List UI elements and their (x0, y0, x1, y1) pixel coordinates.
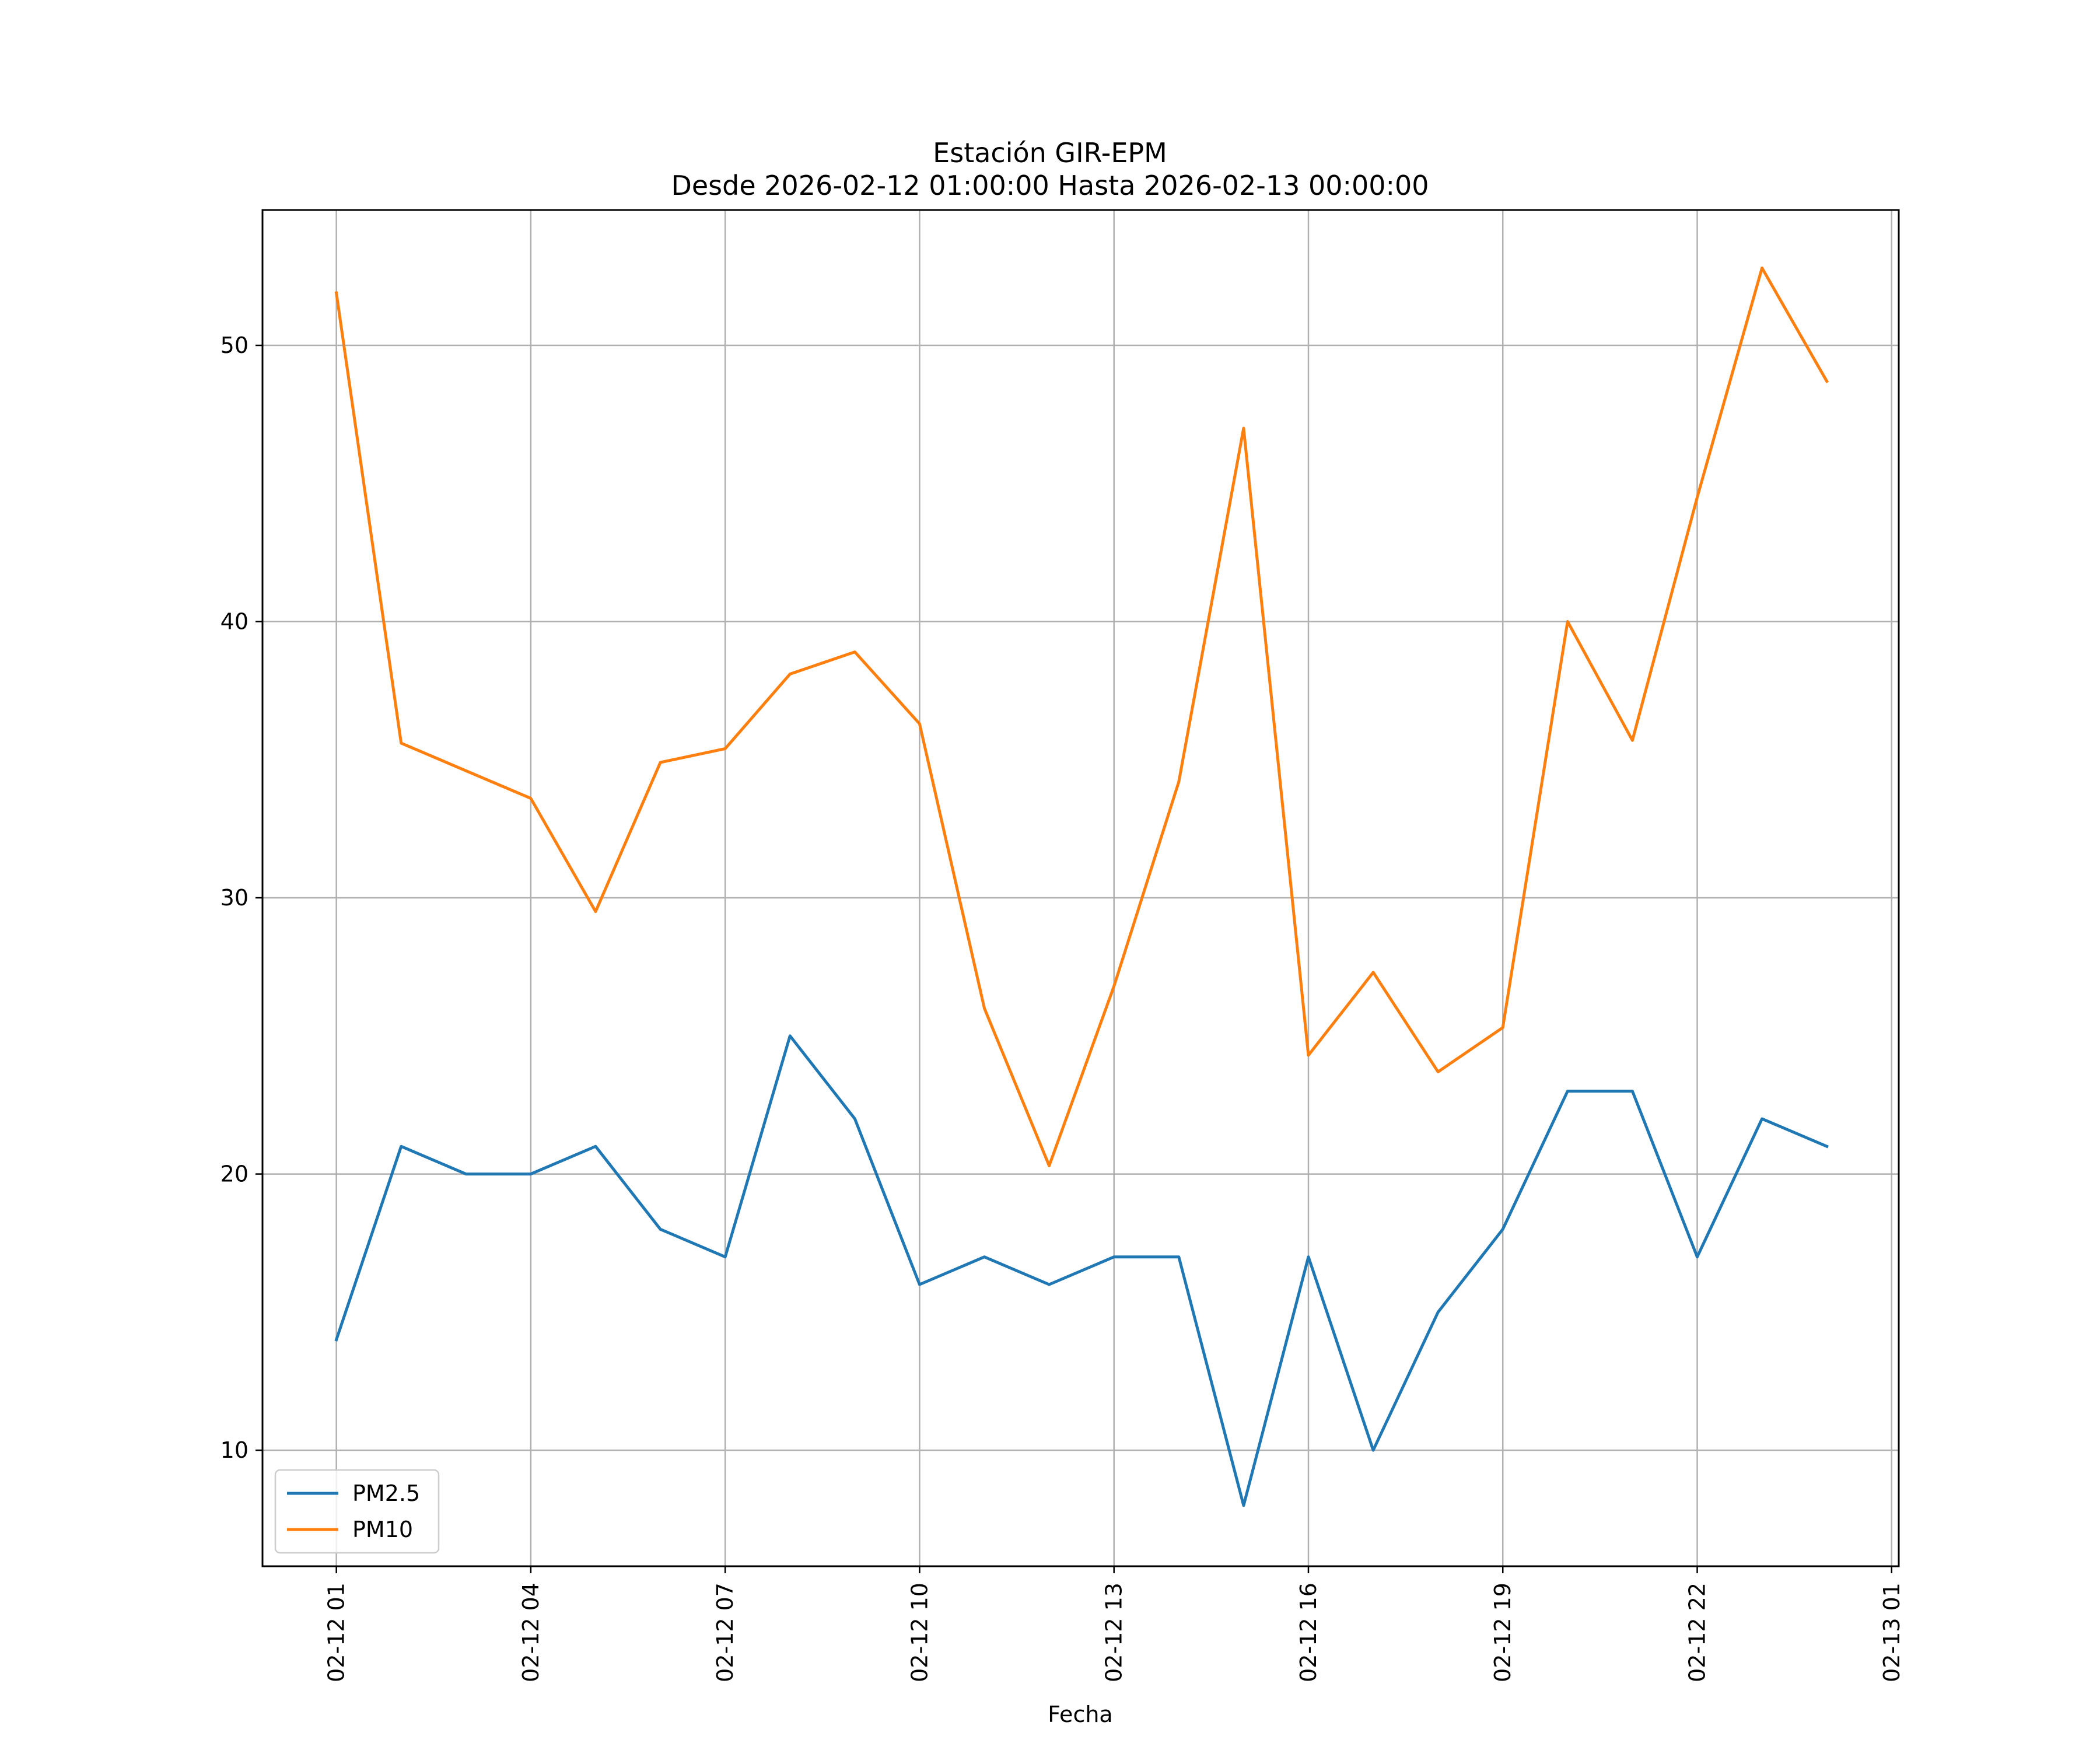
plot-frame (261, 209, 1900, 1567)
chart-subtitle: Desde 2026-02-12 01:00:00 Hasta 2026-02-… (671, 170, 1429, 201)
y-tick-label: 20 (220, 1161, 249, 1187)
legend-label-pm25: PM2.5 (352, 1480, 420, 1506)
legend-label-pm10: PM10 (352, 1517, 413, 1542)
y-tick-label: 50 (220, 332, 249, 358)
series-line-pm25 (334, 1034, 1829, 1507)
axis-ticks: 02-12 01 02-12 04 02-12 07 02-12 10 02-12 13… (220, 332, 1905, 1682)
x-axis-label: Fecha (1048, 1702, 1112, 1727)
y-tick-label: 10 (220, 1437, 249, 1463)
series-lines (334, 266, 1829, 1507)
x-tick-label: 02-12 16 (1296, 1583, 1321, 1682)
x-tick-label: 02-12 04 (518, 1583, 544, 1682)
x-tick-label: 02-12 13 (1101, 1583, 1127, 1682)
x-tick-label: 02-13 01 (1879, 1583, 1905, 1682)
x-tick-label: 02-12 10 (907, 1583, 932, 1682)
grid (262, 210, 1899, 1566)
x-tick-label: 02-12 07 (712, 1583, 738, 1682)
chart-title: Estación GIR-EPM (933, 137, 1167, 169)
series-line-pm10 (334, 266, 1829, 1167)
y-tick-label: 30 (220, 885, 249, 911)
x-tick-label: 02-12 01 (324, 1583, 349, 1682)
y-tick-label: 40 (220, 609, 249, 635)
legend: PM2.5 PM10 (274, 1469, 440, 1554)
x-tick-label: 02-12 22 (1685, 1583, 1710, 1682)
legend-box (274, 1469, 440, 1554)
x-tick-label: 02-12 19 (1490, 1583, 1516, 1682)
